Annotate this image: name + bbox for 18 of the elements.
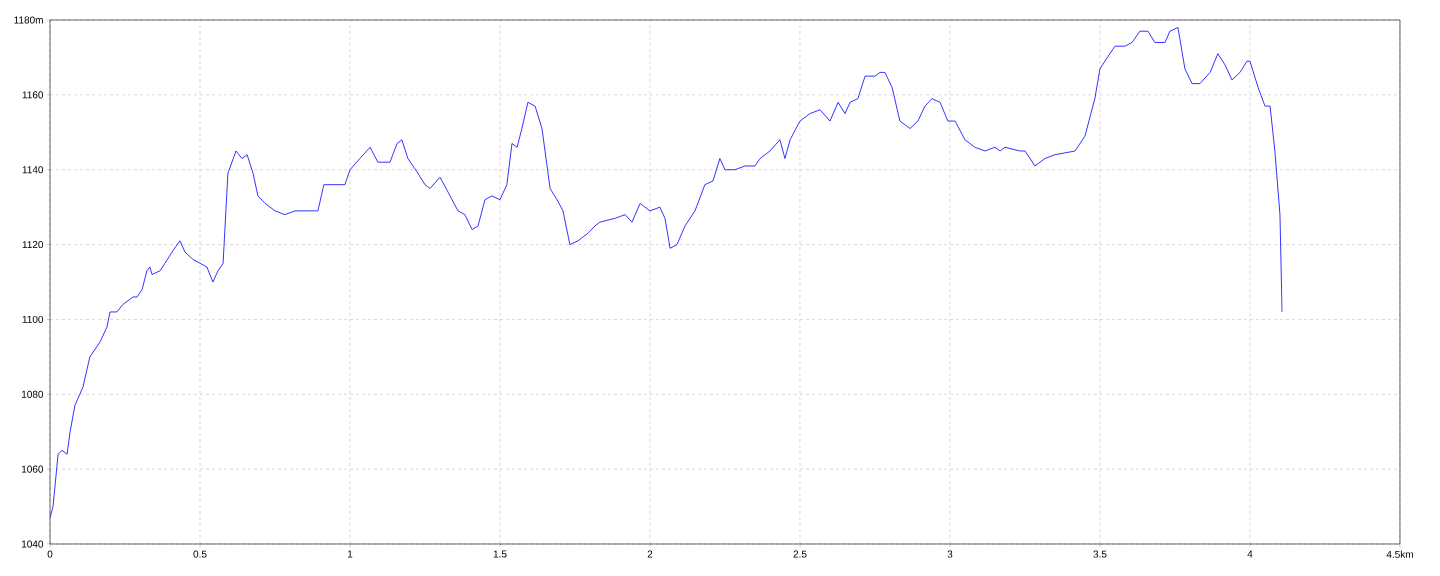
x-tick-label: 4.5km — [1386, 550, 1413, 558]
x-tick-label: 0 — [47, 550, 53, 558]
x-tick-label: 4 — [1247, 550, 1253, 558]
y-tick-label: 1080 — [21, 390, 44, 398]
y-tick-label: 1160 — [22, 91, 44, 99]
y-tick-label: 1140 — [22, 166, 44, 174]
y-tick-label: 1180m — [14, 16, 43, 24]
x-tick-label: 3.5 — [1093, 550, 1107, 558]
y-tick-label: 1100 — [22, 315, 44, 323]
x-tick-label: 1 — [347, 550, 353, 558]
x-tick-label: 2.5 — [793, 550, 807, 558]
x-tick-label: 3 — [947, 550, 953, 558]
x-tick-label: 2 — [647, 550, 653, 558]
y-tick-label: 1040 — [21, 540, 44, 548]
x-tick-label: 0.5 — [193, 550, 207, 558]
y-tick-label: 1120 — [22, 241, 44, 249]
y-tick-label: 1060 — [21, 465, 44, 473]
x-tick-label: 1.5 — [493, 550, 507, 558]
